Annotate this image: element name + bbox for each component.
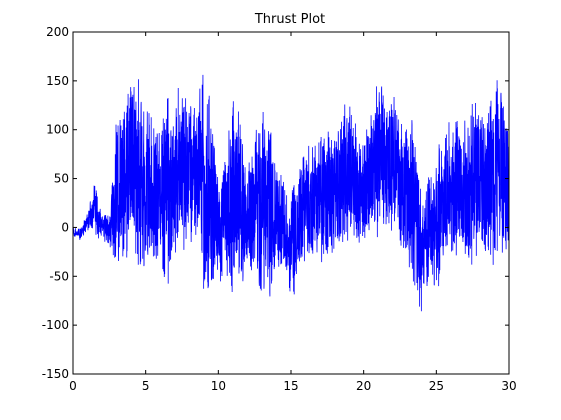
y-tick-label: 150 xyxy=(46,74,69,88)
x-tick-label: 15 xyxy=(283,379,298,393)
x-tick-label: 25 xyxy=(429,379,444,393)
x-tick-label: 5 xyxy=(142,379,150,393)
ticks-layer: 0 5 10 15 20 25 30 -150 -100 -50 0 50 100 150 200 xyxy=(42,25,517,393)
thrust-series-line xyxy=(72,74,510,312)
x-tick-label: 10 xyxy=(211,379,226,393)
y-tick-label: -100 xyxy=(42,318,69,332)
y-tick-label: 0 xyxy=(61,220,69,234)
x-tick-label: 0 xyxy=(69,379,77,393)
y-tick-label: -150 xyxy=(42,367,69,381)
chart-title: Thrust Plot xyxy=(254,12,325,27)
y-tick-label: 200 xyxy=(46,25,69,39)
x-tick-label: 30 xyxy=(501,379,516,393)
x-tick-label: 20 xyxy=(356,379,371,393)
y-tick-label: 100 xyxy=(46,123,69,137)
y-tick-label: 50 xyxy=(54,172,69,186)
y-tick-label: -50 xyxy=(49,269,69,283)
series-layer xyxy=(72,74,510,312)
